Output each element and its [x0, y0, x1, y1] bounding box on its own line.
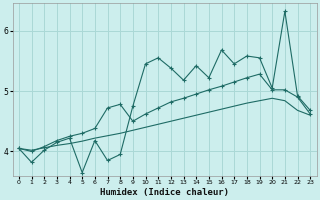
X-axis label: Humidex (Indice chaleur): Humidex (Indice chaleur) — [100, 188, 229, 197]
